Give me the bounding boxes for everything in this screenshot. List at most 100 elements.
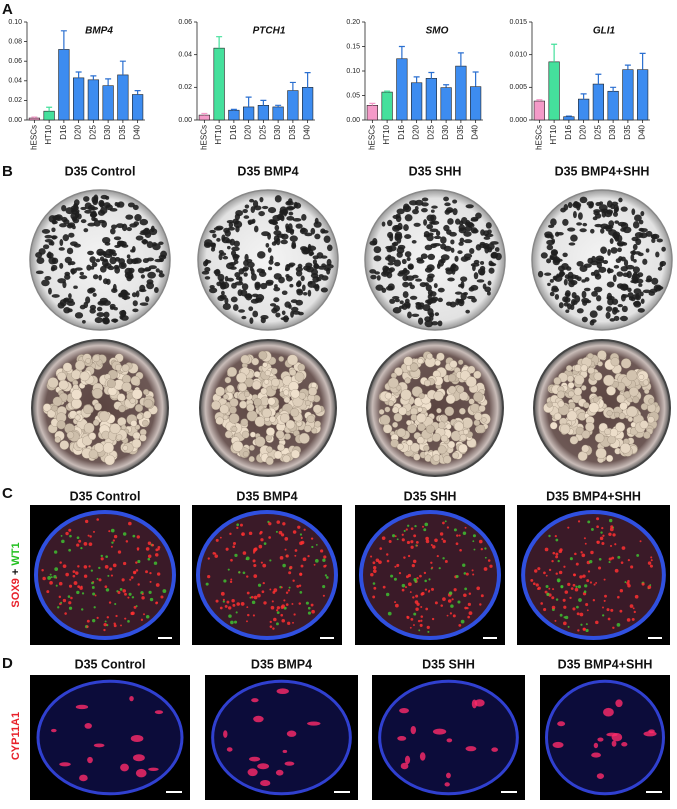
cell: [619, 609, 623, 613]
organoid: [265, 242, 270, 248]
organoid: [595, 447, 607, 459]
organoid: [572, 210, 577, 219]
organoid: [85, 358, 91, 364]
organoid: [227, 245, 231, 250]
organoid: [134, 403, 144, 413]
cell: [600, 531, 603, 534]
cell: [563, 616, 566, 619]
cell: [548, 568, 552, 572]
cell: [261, 590, 265, 594]
organoid: [409, 200, 418, 206]
organoid: [103, 311, 110, 318]
organoid: [260, 387, 268, 395]
organoid: [285, 275, 293, 282]
cell: [245, 558, 248, 560]
cell: [276, 622, 279, 626]
cell: [555, 538, 559, 542]
cell: [608, 518, 613, 523]
organoid: [625, 264, 635, 270]
organoid: [296, 288, 303, 294]
organoid: [440, 258, 446, 264]
error-bar: [260, 99, 267, 106]
organoid: [418, 392, 425, 399]
cell: [584, 542, 587, 545]
cell: [93, 606, 96, 609]
organoid: [414, 205, 419, 211]
cell: [294, 549, 298, 552]
cell: [253, 595, 258, 600]
organoid: [598, 266, 607, 273]
organoid: [435, 230, 441, 237]
organoid: [576, 308, 584, 314]
cell: [612, 626, 615, 630]
organoid: [593, 269, 600, 277]
cell: [614, 568, 619, 573]
cell: [117, 591, 121, 595]
cell: [456, 534, 459, 537]
cell: [326, 576, 329, 579]
cell: [214, 554, 219, 558]
organoid: [619, 315, 628, 322]
cell: [107, 574, 110, 577]
cell: [576, 605, 579, 609]
signal: [249, 756, 261, 762]
cell: [298, 584, 302, 588]
cell: [575, 585, 578, 588]
cell: [291, 603, 294, 605]
organoid: [459, 407, 466, 415]
organoid: [567, 381, 575, 389]
organoid: [579, 196, 588, 204]
plate-image: [197, 189, 339, 331]
organoid: [264, 370, 271, 377]
organoid: [657, 266, 663, 271]
cell: [252, 614, 255, 617]
cell: [284, 548, 287, 551]
organoid: [437, 445, 447, 455]
organoid: [257, 251, 266, 259]
cell: [62, 564, 67, 569]
cell: [544, 547, 549, 552]
panel-title: D35 SHH: [404, 489, 457, 503]
organoid: [154, 258, 163, 263]
cell: [577, 629, 580, 632]
bar: [257, 105, 269, 121]
x-tick-label: D35: [118, 124, 127, 139]
cell: [299, 533, 303, 536]
signal: [135, 768, 147, 778]
organoid: [606, 281, 615, 288]
organoid: [635, 238, 642, 246]
organoid: [204, 267, 211, 272]
organoid: [265, 279, 274, 285]
organoid: [88, 432, 97, 440]
signal: [603, 707, 614, 717]
cell: [425, 607, 429, 611]
organoid: [406, 303, 411, 309]
organoid: [405, 275, 415, 281]
cell: [323, 564, 326, 568]
organoid: [297, 263, 303, 269]
x-tick-label: D25: [258, 124, 267, 139]
organoid: [537, 270, 544, 278]
cell: [315, 559, 319, 563]
panel-title: D35 Control: [70, 489, 141, 503]
organoid: [144, 232, 152, 239]
organoid: [290, 389, 300, 399]
organoid: [121, 364, 130, 372]
organoid: [270, 367, 278, 375]
organoid: [591, 291, 598, 297]
organoid: [321, 275, 329, 281]
organoid: [465, 204, 474, 209]
cell: [483, 567, 488, 571]
cell: [72, 574, 76, 578]
organoid: [146, 279, 154, 285]
organoid: [112, 283, 117, 292]
organoid: [596, 305, 603, 311]
organoid: [150, 225, 155, 233]
organoid: [79, 271, 85, 276]
x-tick-label: D35: [288, 124, 297, 139]
organoid: [622, 272, 629, 278]
cell: [372, 595, 376, 599]
bar: [28, 117, 40, 121]
organoid: [283, 396, 291, 404]
cell: [112, 539, 115, 542]
